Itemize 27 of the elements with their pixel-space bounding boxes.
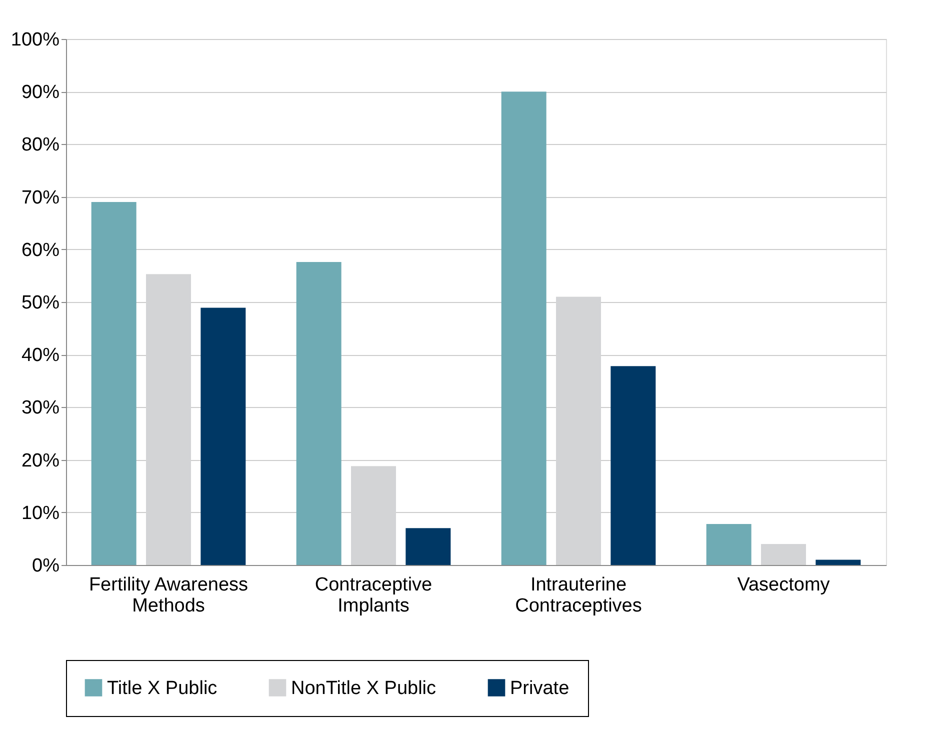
bar — [706, 524, 752, 565]
y-tick-label: 20% — [21, 450, 60, 472]
x-tick-label: Fertility Awareness Methods — [88, 574, 248, 616]
x-tick-label: Intrauterine Contraceptives — [515, 574, 642, 616]
y-tick-label: 80% — [21, 134, 60, 156]
y-tick-label: 50% — [21, 292, 60, 314]
y-tick-label: 90% — [21, 82, 60, 104]
y-tick-label: 10% — [21, 502, 60, 524]
legend-label: NonTitle X Public — [291, 678, 436, 699]
bar — [296, 262, 342, 565]
y-tick-label: 40% — [21, 345, 60, 366]
bar — [816, 560, 861, 565]
y-tick-label: 70% — [21, 187, 60, 208]
bar — [200, 308, 246, 565]
y-tick-label: 0% — [32, 556, 60, 576]
legend-label: Title X Public — [107, 678, 218, 699]
bar — [91, 202, 136, 565]
x-tick-label: Vasectomy — [737, 574, 830, 596]
bar — [610, 366, 656, 565]
bar — [761, 544, 806, 565]
bar — [501, 92, 546, 565]
y-tick-label: 100% — [10, 30, 60, 50]
bar — [406, 528, 451, 565]
legend-label: Private — [510, 678, 570, 699]
y-tick-label: 60% — [21, 240, 60, 261]
x-tick-label: Contraceptive Implants — [314, 574, 432, 616]
y-tick-label: 30% — [21, 398, 60, 419]
